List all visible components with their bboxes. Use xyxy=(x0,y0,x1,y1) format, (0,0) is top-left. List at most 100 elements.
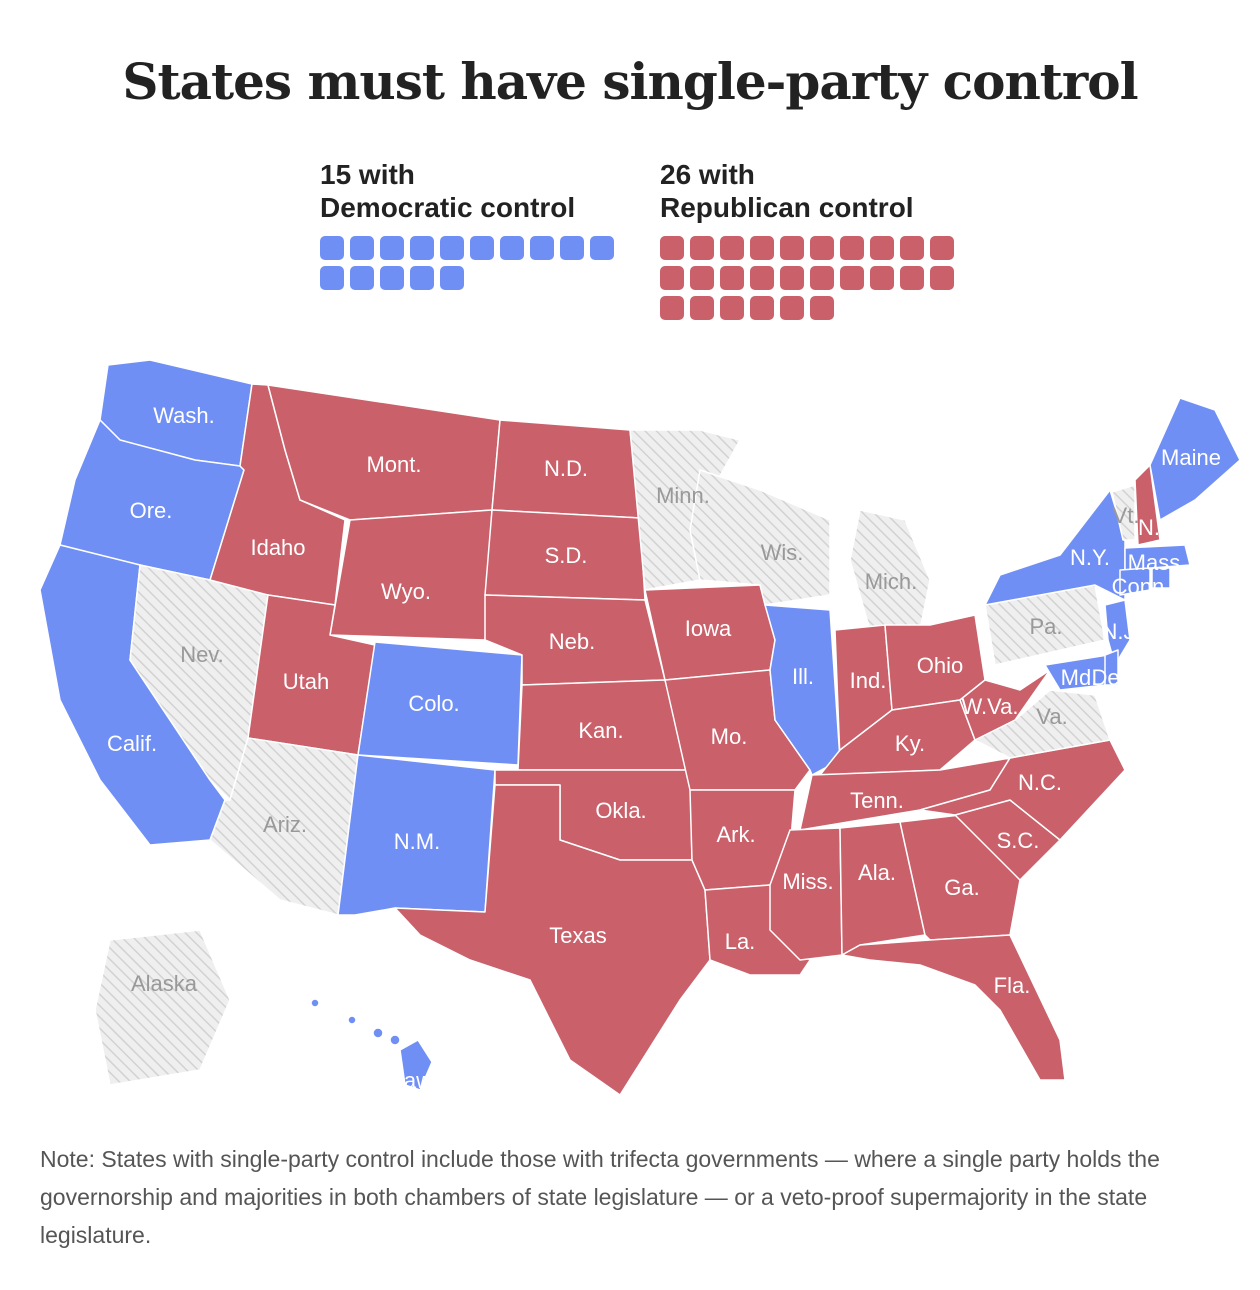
state-label-ky: Ky. xyxy=(895,731,925,756)
state-label-vt: Vt. xyxy=(1113,503,1140,528)
legend-democratic: 15 with Democratic control xyxy=(320,158,614,290)
us-state-map: Wash. Ore. Calif. Nev. Idaho Mont. Wyo. Utah Ari… xyxy=(39,359,1241,1096)
state-hawaii xyxy=(399,1039,433,1091)
democratic-square xyxy=(530,236,554,260)
state-label-ind: Ind. xyxy=(850,668,887,693)
state-maine xyxy=(1149,397,1241,521)
republican-square xyxy=(690,236,714,260)
state-label-calif: Calif. xyxy=(107,731,157,756)
hawaii-island xyxy=(347,1015,357,1025)
state-label-nev: Nev. xyxy=(180,642,224,667)
state-ill xyxy=(764,604,841,776)
state-nj xyxy=(1104,599,1131,666)
state-label-ny: N.Y. xyxy=(1070,545,1110,570)
hawaii-island xyxy=(389,1034,401,1046)
state-ala xyxy=(839,821,926,956)
republican-square xyxy=(900,236,924,260)
state-label-mo: Mo. xyxy=(711,724,748,749)
state-label-sc: S.C. xyxy=(997,828,1040,853)
state-wyo xyxy=(329,509,493,641)
state-label-sd: S.D. xyxy=(545,543,588,568)
democratic-square xyxy=(440,236,464,260)
state-alaska xyxy=(94,929,231,1086)
state-label-neb: Neb. xyxy=(549,629,595,654)
republican-square xyxy=(690,296,714,320)
state-label-wyo: Wyo. xyxy=(381,579,431,604)
state-label-nj: N.J. xyxy=(1101,619,1140,644)
footnote: Note: States with single-party control i… xyxy=(40,1146,1160,1248)
state-wis xyxy=(689,469,831,606)
state-label-del: Del. xyxy=(1091,665,1130,690)
state-label-kan: Kan. xyxy=(578,718,623,743)
democratic-square xyxy=(320,266,344,290)
state-label-alaska: Alaska xyxy=(131,971,198,996)
republican-square xyxy=(720,266,744,290)
republican-square xyxy=(750,296,774,320)
state-label-tenn: Tenn. xyxy=(850,788,904,813)
state-label-wva: W.Va. xyxy=(961,694,1018,719)
democratic-square xyxy=(470,236,494,260)
democratic-square xyxy=(380,266,404,290)
state-label-mont: Mont. xyxy=(366,452,421,477)
state-conn xyxy=(1119,567,1151,596)
state-label-ga: Ga. xyxy=(944,875,979,900)
state-del xyxy=(1104,649,1119,686)
state-label-okla: Okla. xyxy=(595,798,646,823)
state-label-ill: Ill. xyxy=(792,664,814,689)
state-label-pa: Pa. xyxy=(1029,614,1062,639)
state-label-la: La. xyxy=(725,929,756,954)
state-label-fla: Fla. xyxy=(994,973,1031,998)
republican-square xyxy=(690,266,714,290)
state-label-nh: N.H. xyxy=(1138,515,1182,540)
republican-square xyxy=(780,236,804,260)
republican-square xyxy=(870,266,894,290)
democratic-square xyxy=(410,266,434,290)
state-label-ohio: Ohio xyxy=(917,653,963,678)
legend-democratic-squares xyxy=(320,236,614,290)
republican-square xyxy=(930,266,954,290)
republican-square xyxy=(750,236,774,260)
state-mass xyxy=(1124,544,1191,571)
state-label-miss: Miss. xyxy=(782,869,833,894)
state-label-ri: R.I. xyxy=(1173,574,1207,599)
state-label-minn: Minn. xyxy=(656,483,710,508)
republican-square xyxy=(720,296,744,320)
republican-square xyxy=(780,266,804,290)
state-label-idaho: Idaho xyxy=(250,535,305,560)
republican-square xyxy=(780,296,804,320)
state-label-colo: Colo. xyxy=(408,691,459,716)
republican-square xyxy=(900,266,924,290)
democratic-square xyxy=(380,236,404,260)
state-texas xyxy=(394,784,711,1096)
state-label-iowa: Iowa xyxy=(685,616,732,641)
republican-square xyxy=(750,266,774,290)
state-label-mich: Mich. xyxy=(865,569,918,594)
legend-republican-squares xyxy=(660,236,954,320)
democratic-square xyxy=(440,266,464,290)
hawaii-island xyxy=(310,998,320,1008)
legend-democratic-label: 15 with Democratic control xyxy=(320,159,576,223)
republican-square xyxy=(660,296,684,320)
state-label-texas: Texas xyxy=(549,923,606,948)
state-vt xyxy=(1111,484,1136,541)
state-label-va: Va. xyxy=(1036,704,1067,729)
state-label-ark: Ark. xyxy=(716,822,755,847)
democratic-square xyxy=(350,266,374,290)
republican-square xyxy=(660,236,684,260)
state-label-md: Md. xyxy=(1061,665,1098,690)
legend-republican: 26 with Republican control xyxy=(660,158,954,320)
map-title: States must have single-party control xyxy=(122,52,1138,111)
hawaii-island xyxy=(372,1027,384,1039)
democratic-square xyxy=(320,236,344,260)
state-label-hawaii: Hawaii xyxy=(388,1068,454,1093)
state-label-nc: N.C. xyxy=(1018,770,1062,795)
democratic-square xyxy=(410,236,434,260)
republican-square xyxy=(840,236,864,260)
democratic-square xyxy=(590,236,614,260)
republican-square xyxy=(720,236,744,260)
state-label-nd: N.D. xyxy=(544,456,588,481)
state-label-wash: Wash. xyxy=(153,403,215,428)
state-label-ore: Ore. xyxy=(130,498,173,523)
state-label-ariz: Ariz. xyxy=(263,812,307,837)
state-label-conn: Conn. xyxy=(1112,574,1171,599)
